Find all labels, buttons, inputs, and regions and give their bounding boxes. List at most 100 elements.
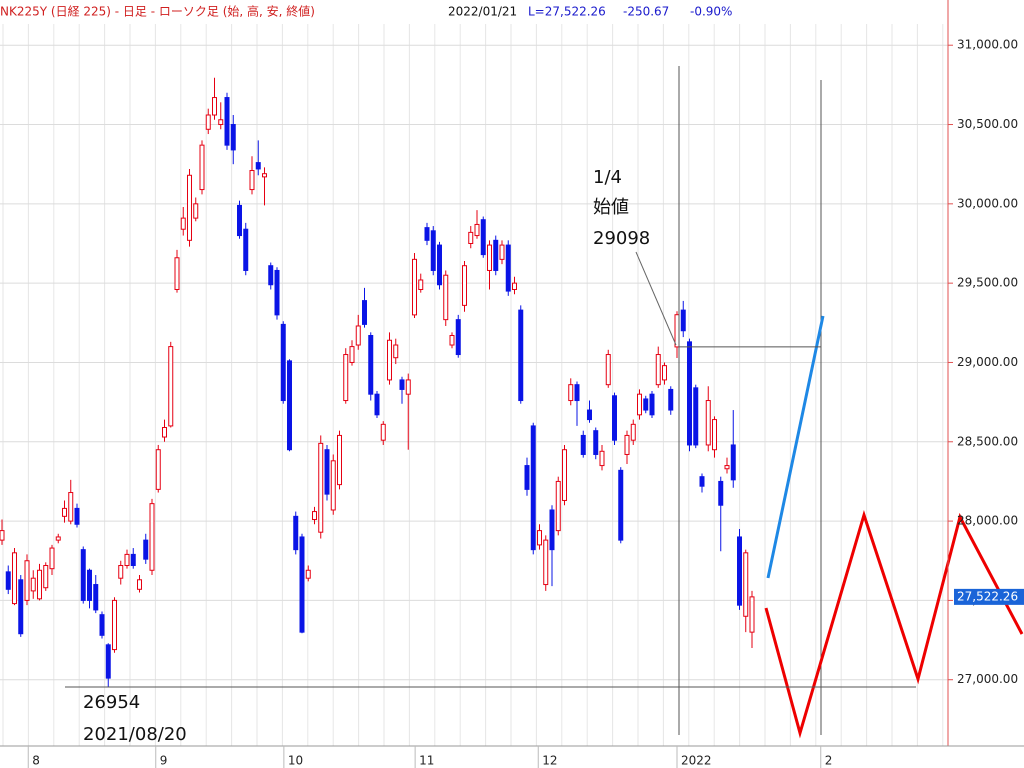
candle-body — [393, 344, 399, 359]
candle-body — [162, 427, 167, 438]
candle-body — [330, 460, 336, 511]
candle-body — [549, 509, 555, 551]
y-tick-label: 28,500.00 — [957, 434, 1018, 448]
candle-body — [380, 423, 386, 441]
candle-body — [224, 97, 230, 146]
annotation-value: 29098 — [593, 228, 650, 249]
candle-body — [87, 569, 92, 601]
candle-body — [324, 449, 330, 495]
header-last: L=27,522.26 — [528, 5, 606, 19]
candle-body — [693, 387, 699, 446]
candle-body — [530, 425, 536, 551]
candle-body — [474, 223, 480, 237]
candle-body — [487, 244, 492, 271]
candle-body — [699, 476, 705, 487]
candle-body — [387, 339, 392, 381]
candle-body — [568, 384, 574, 402]
candle-body — [80, 549, 86, 601]
y-tick-label: 30,500.00 — [957, 117, 1018, 131]
candle-body — [12, 552, 17, 605]
candle-body — [505, 244, 511, 292]
y-tick-label: 27,000.00 — [957, 672, 1018, 686]
candle-body — [74, 507, 80, 525]
candle-body — [55, 536, 61, 541]
candle-body — [112, 599, 117, 651]
candle-body — [205, 114, 211, 130]
candle-body — [443, 274, 449, 321]
last-price-label: 27,522.26 — [957, 589, 1018, 603]
candle-body — [180, 217, 186, 230]
candle-body — [299, 536, 305, 633]
candle-body — [155, 449, 161, 490]
candle-body — [62, 507, 67, 517]
candle-body — [655, 354, 661, 386]
annotation-text: 1/4 — [593, 167, 622, 188]
candle-body — [93, 584, 99, 611]
header-change-pct: -0.90% — [690, 5, 732, 19]
candle-body — [480, 219, 486, 256]
candle-body — [174, 257, 180, 290]
candle-body — [249, 170, 255, 191]
candle-body — [130, 553, 136, 567]
candle-body — [262, 173, 267, 178]
candle-body — [493, 239, 499, 271]
candle-body — [337, 434, 342, 486]
candle-body — [243, 228, 249, 271]
forecast-zigzag — [764, 509, 1024, 739]
candle-body — [718, 480, 724, 506]
candle-body — [0, 530, 5, 541]
annotation-text: 始値 — [593, 197, 629, 218]
candle-body — [5, 571, 11, 590]
candle-body — [149, 503, 155, 571]
candle-body — [412, 258, 417, 316]
candle-body — [280, 323, 286, 402]
candle-body — [524, 465, 530, 490]
header-title: NK225Y (日経 225) - 日足 - ローソク足 (始, 高, 安, 終… — [0, 4, 315, 19]
forecast-up — [766, 315, 825, 579]
candle-body — [455, 319, 461, 356]
candle-body — [374, 393, 380, 416]
candle-body — [30, 577, 36, 592]
labels: NK225Y (日経 225) - 日足 - ローソク足 (始, 高, 安, 終… — [0, 3, 733, 745]
candle-body — [662, 365, 667, 381]
candle-body — [318, 442, 324, 533]
annotation-text: 2021/08/20 — [83, 724, 187, 745]
candle-body — [212, 97, 217, 116]
candle-body — [418, 279, 424, 290]
header-date: 2022/01/21 — [448, 5, 517, 19]
candle-body — [674, 314, 680, 348]
candle-body — [37, 569, 42, 600]
candles — [0, 77, 755, 688]
last-price-box — [954, 588, 1024, 605]
candle-body — [218, 119, 224, 126]
candle-body — [605, 354, 611, 386]
candle-body — [630, 423, 636, 441]
candle-body — [274, 269, 280, 316]
candle-body — [599, 450, 605, 467]
candle-body — [287, 360, 292, 451]
candle-body — [449, 334, 455, 346]
candle-body — [305, 569, 311, 579]
candle-body — [430, 230, 436, 271]
candle-body — [737, 536, 742, 606]
candle-body — [580, 434, 586, 455]
candle-body — [668, 388, 674, 411]
header-change: -250.67 — [623, 5, 669, 19]
candle-body — [237, 204, 242, 237]
candle-body — [405, 379, 411, 395]
y-tick-label: 28,000.00 — [957, 514, 1018, 528]
candle-body — [687, 341, 692, 446]
y-tick-label: 29,000.00 — [957, 355, 1018, 369]
candle-body — [293, 515, 299, 551]
candle-body — [399, 379, 405, 390]
candle-body — [99, 614, 105, 636]
annotation-value: 26954 — [83, 692, 140, 713]
candle-body — [499, 244, 505, 260]
candle-body — [143, 539, 149, 560]
candle-body — [349, 346, 355, 363]
candle-body — [624, 434, 630, 455]
candle-body — [680, 309, 686, 332]
candle-body — [743, 552, 749, 617]
candle-body — [355, 325, 361, 346]
